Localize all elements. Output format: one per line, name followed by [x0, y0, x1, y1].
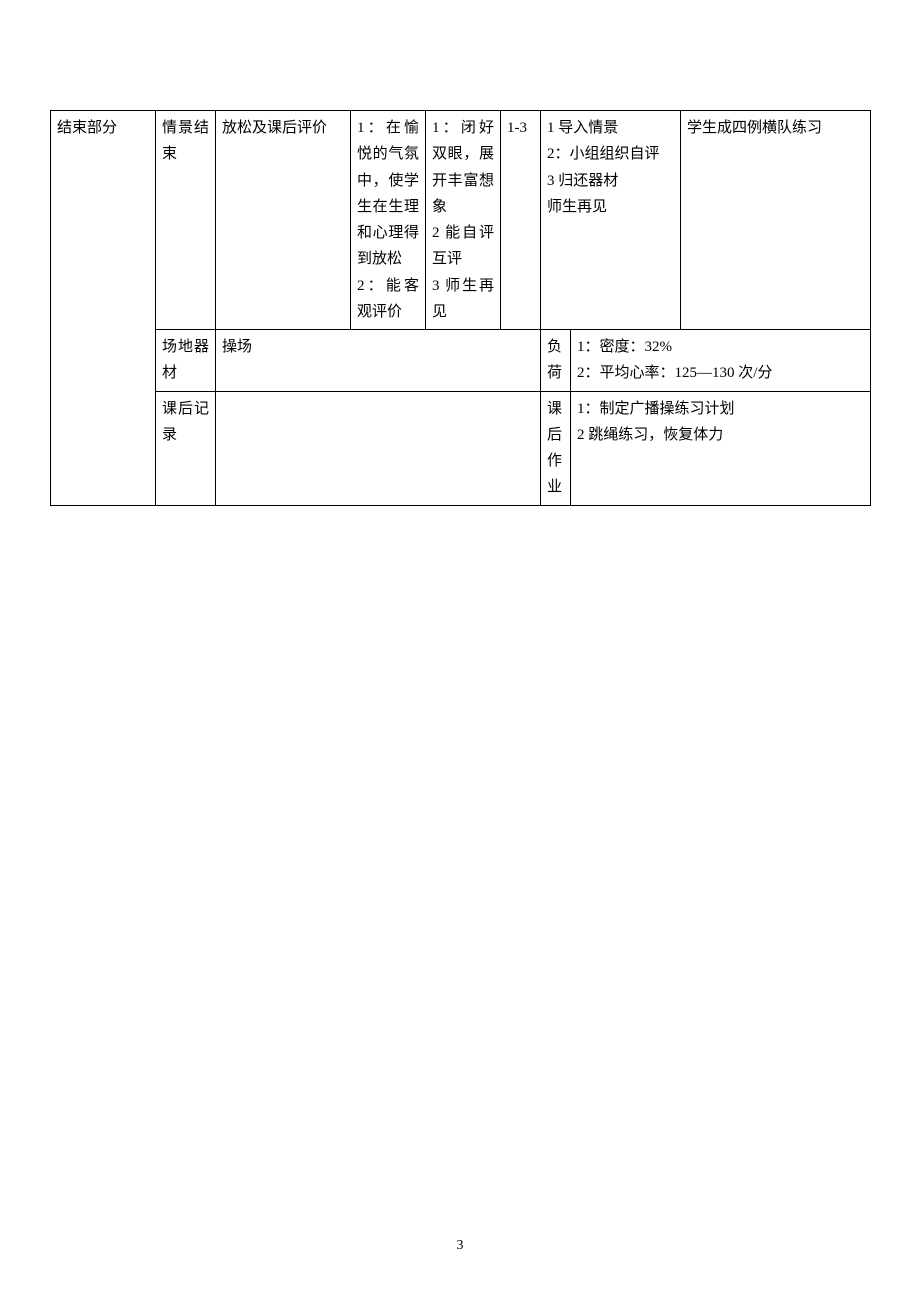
document-page: 结束部分 情景结束 放松及课后评价 1：在愉悦的气氛中，使学生在生理和心理得到放…: [0, 0, 920, 506]
lesson-plan-table: 结束部分 情景结束 放松及课后评价 1：在愉悦的气氛中，使学生在生理和心理得到放…: [50, 110, 871, 506]
record-label: 课后记录: [156, 391, 216, 505]
load-label: 负荷: [541, 330, 571, 392]
objective-cell: 1：在愉悦的气氛中，使学生在生理和心理得到放松 2：能客观评价: [351, 111, 426, 330]
venue-label: 场地器材: [156, 330, 216, 392]
table-row: 结束部分 情景结束 放松及课后评价 1：在愉悦的气氛中，使学生在生理和心理得到放…: [51, 111, 871, 330]
organization-cell: 学生成四例横队练习: [681, 111, 871, 330]
record-value: [216, 391, 541, 505]
time-cell: 1-3: [501, 111, 541, 330]
teacher-activity-cell: 1 导入情景 2：小组组织自评 3 归还器材 师生再见: [541, 111, 681, 330]
load-value: 1：密度：32% 2：平均心率：125—130 次/分: [571, 330, 871, 392]
table-row: 场地器材 操场 负荷 1：密度：32% 2：平均心率：125—130 次/分: [51, 330, 871, 392]
scenario-label: 情景结束: [156, 111, 216, 330]
venue-value: 操场: [216, 330, 541, 392]
table-row: 课后记录 课后作业 1：制定广播操练习计划 2 跳绳练习，恢复体力: [51, 391, 871, 505]
page-number: 3: [0, 1238, 920, 1254]
activity-label: 放松及课后评价: [216, 111, 351, 330]
student-activity-cell: 1：闭好双眼，展开丰富想象 2 能自评互评 3 师生再见: [426, 111, 501, 330]
homework-value: 1：制定广播操练习计划 2 跳绳练习，恢复体力: [571, 391, 871, 505]
section-label: 结束部分: [51, 111, 156, 506]
homework-label: 课后作业: [541, 391, 571, 505]
